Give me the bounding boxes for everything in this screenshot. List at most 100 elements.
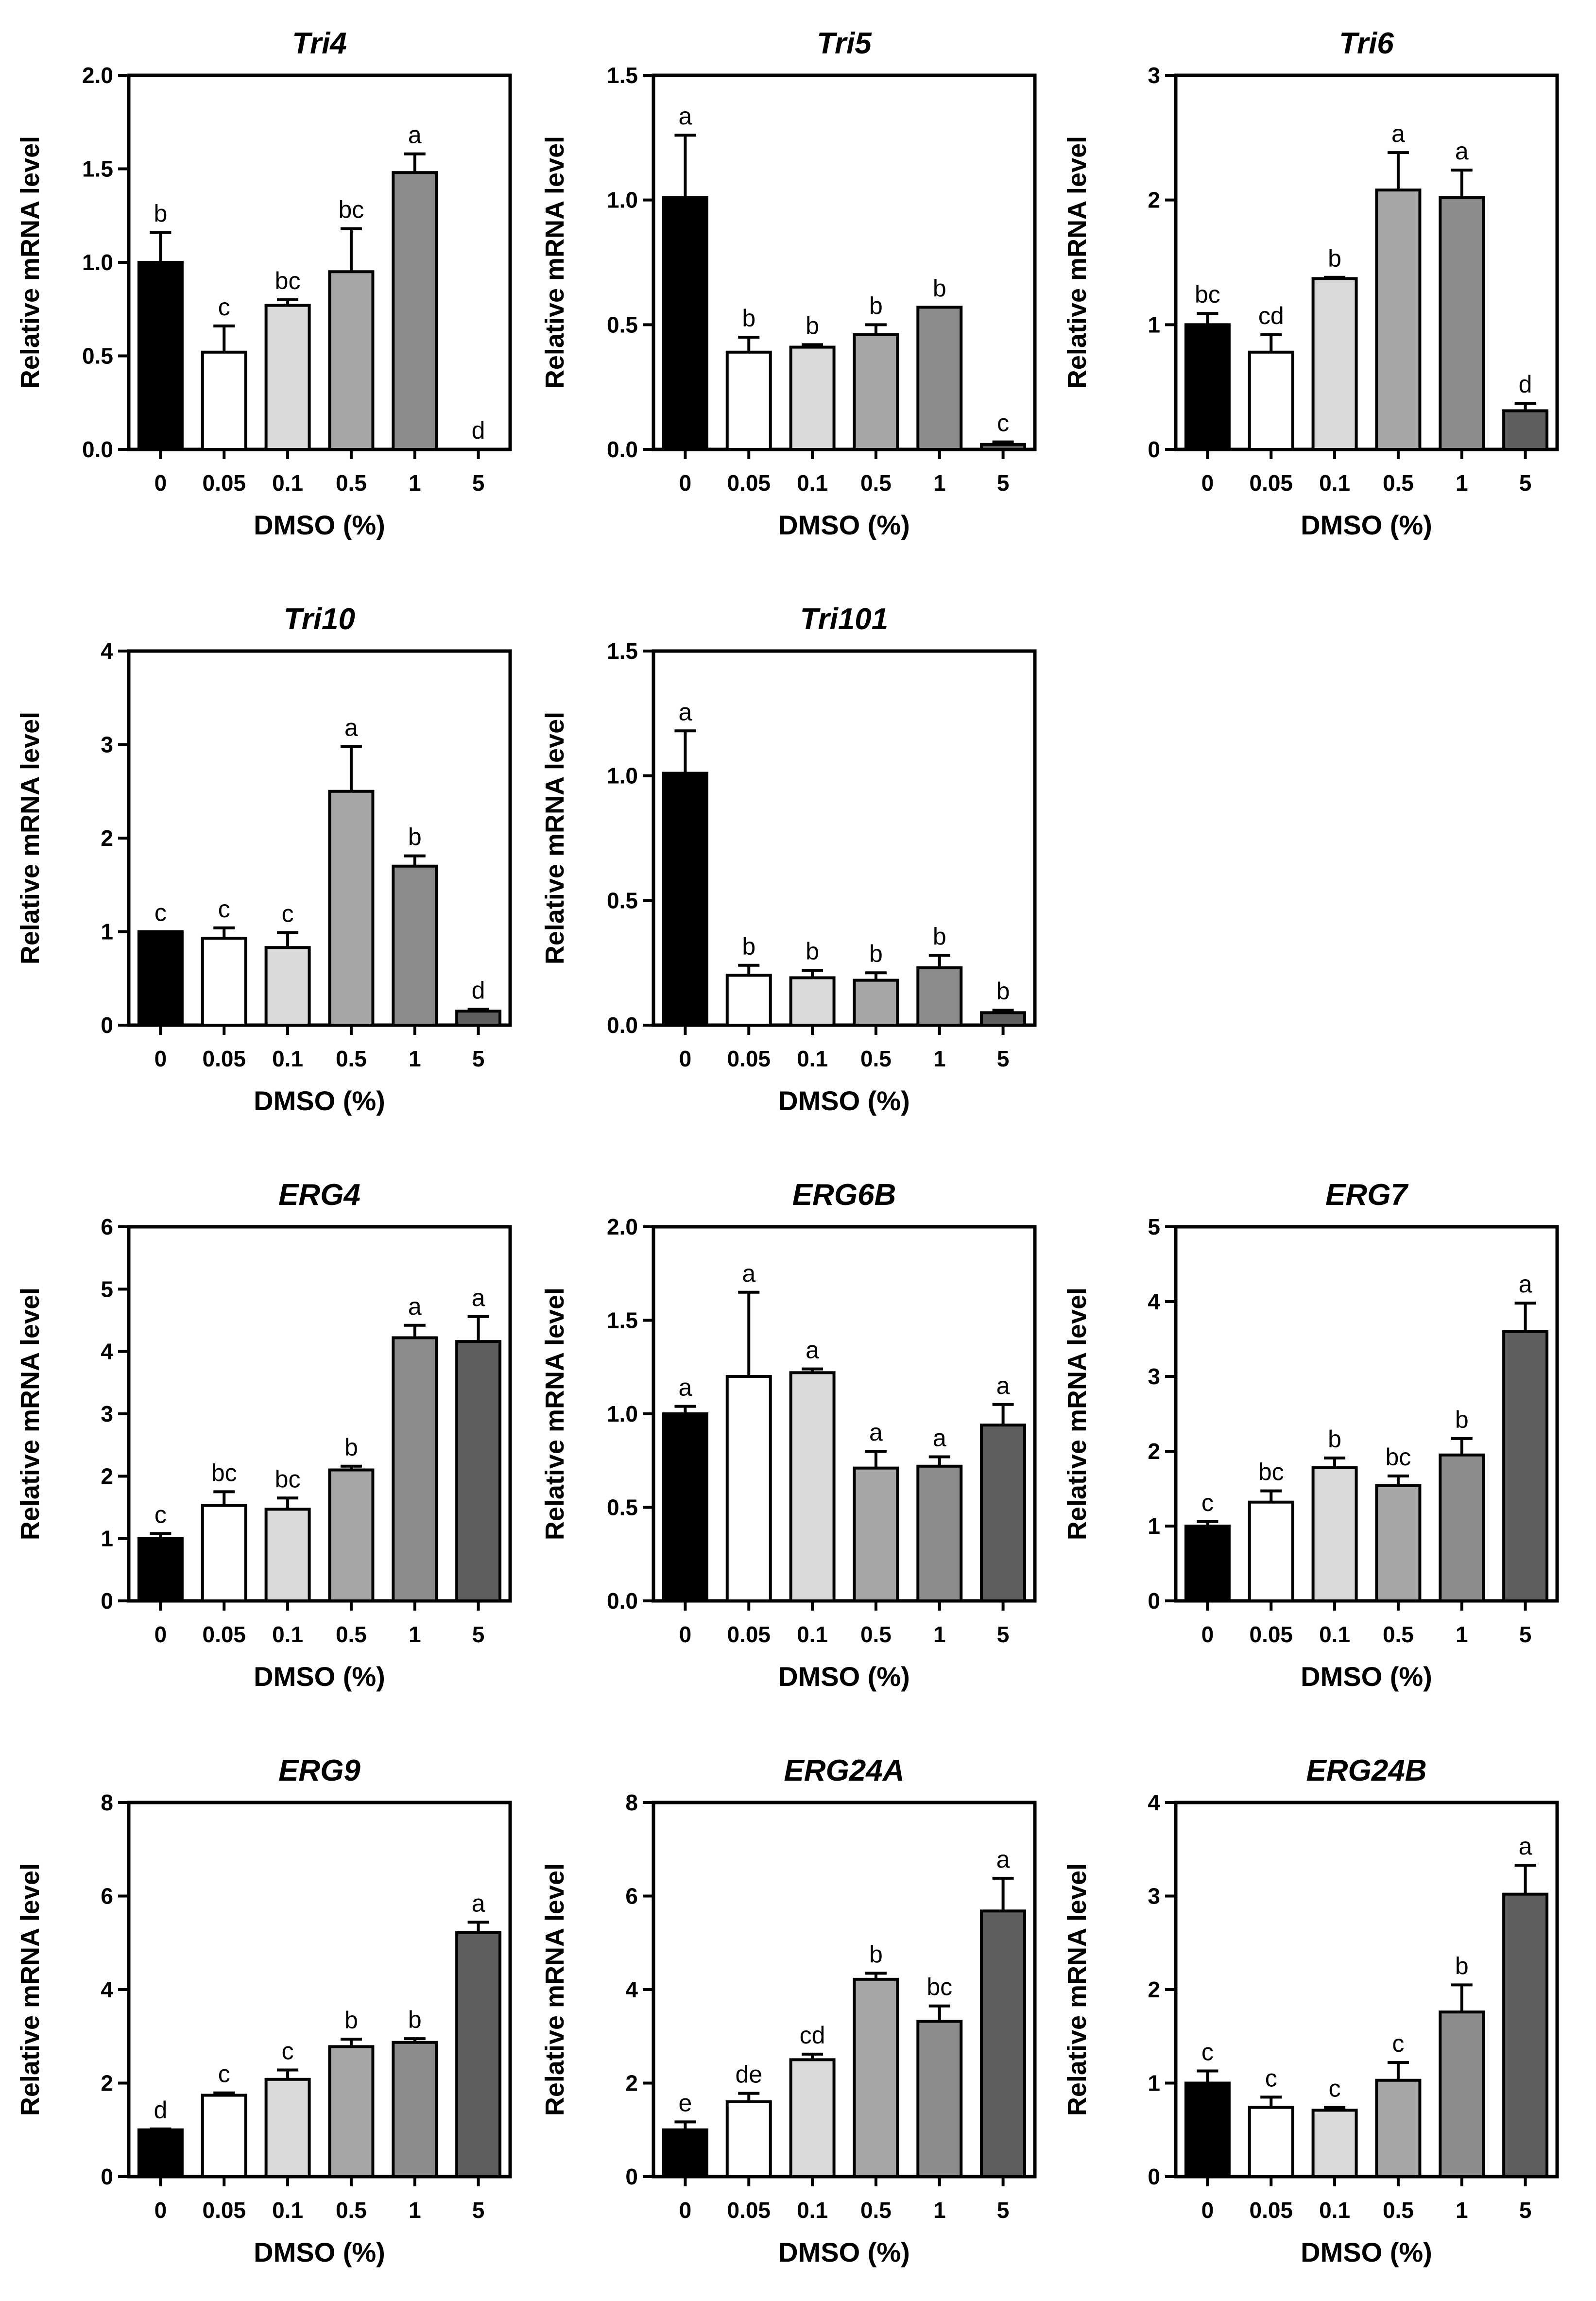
bar-0 [137, 2128, 184, 2178]
significance-letter: b [1455, 1952, 1469, 1979]
y-tick-label: 6 [101, 1884, 113, 1909]
x-tick-label: 0.1 [797, 470, 828, 496]
significance-letter: b [806, 938, 819, 965]
y-tick-label: 1.5 [607, 63, 638, 88]
y-tick-label: 6 [101, 1214, 113, 1239]
bar-0.5 [328, 270, 375, 451]
y-tick-label: 4 [1148, 1289, 1160, 1314]
x-tick-label: 0.5 [1383, 470, 1414, 496]
y-tick-label: 0 [101, 1588, 113, 1614]
y-tick-label: 5 [101, 1276, 113, 1302]
x-tick-label: 0.1 [1319, 2198, 1350, 2223]
x-tick-label: 1 [933, 1046, 946, 1071]
x-tick-label: 0 [154, 2198, 167, 2223]
significance-letter: a [679, 698, 692, 725]
significance-letter: c [282, 900, 294, 927]
bar-0.5 [328, 2045, 375, 2178]
y-tick-label: 5 [1148, 1214, 1160, 1239]
y-axis-label: Relative mRNA level [16, 712, 45, 964]
significance-letter: d [154, 2096, 168, 2124]
bar-1 [392, 2041, 438, 2179]
bar-1 [916, 1464, 963, 1603]
significance-letter: a [996, 1372, 1010, 1399]
x-axis-label: DMSO (%) [1301, 510, 1432, 540]
y-tick-label: 1.5 [607, 638, 638, 664]
significance-letter: c [1392, 2030, 1404, 2057]
y-axis-label: Relative mRNA level [1063, 1288, 1092, 1540]
bar-0 [662, 196, 708, 451]
significance-letter: b [1328, 245, 1341, 272]
panel-title: ERG24B [1306, 1754, 1426, 1787]
x-axis-label: DMSO (%) [254, 510, 385, 540]
x-tick-label: 0.1 [272, 2198, 303, 2223]
chart-panel-erg7: ERG7 0 1 2 3 4 5 Relative mRNA level c 0 bc 0.05 b 0.… [1063, 1178, 1559, 1692]
x-tick-label: 0.05 [202, 1622, 246, 1647]
bar-0 [662, 1412, 708, 1602]
significance-letter: c [282, 2038, 294, 2065]
panel-title: ERG6B [792, 1178, 896, 1212]
significance-letter: d [1519, 371, 1532, 398]
significance-letter: bc [1195, 281, 1220, 308]
y-axis-label: Relative mRNA level [540, 136, 569, 389]
bar-0 [1184, 323, 1231, 451]
plot-frame [127, 1225, 512, 1603]
bar-0.5 [1375, 189, 1422, 451]
x-tick-label: 5 [1519, 470, 1532, 496]
bar-1 [1439, 1453, 1485, 1602]
x-tick-label: 0.1 [797, 1622, 828, 1647]
x-axis-label: DMSO (%) [254, 1085, 385, 1116]
significance-letter: c [1329, 2075, 1341, 2102]
x-tick-label: 0.05 [727, 2198, 771, 2223]
y-tick-label: 8 [101, 1790, 113, 1815]
significance-letter: a [933, 1425, 946, 1452]
x-tick-label: 5 [1519, 2198, 1532, 2223]
x-tick-label: 5 [472, 1046, 485, 1071]
significance-letter: c [218, 2061, 230, 2088]
x-tick-label: 1 [409, 470, 421, 496]
x-tick-label: 0 [679, 1046, 692, 1071]
x-tick-label: 0.1 [272, 1046, 303, 1071]
significance-letter: b [869, 940, 883, 967]
x-tick-label: 1 [1456, 470, 1468, 496]
plot-frame [652, 1801, 1037, 2179]
significance-letter: de [735, 2061, 762, 2088]
y-tick-label: 2.0 [607, 1214, 638, 1239]
y-tick-label: 0.0 [82, 437, 113, 462]
bar-0.1 [789, 1371, 836, 1603]
chart-panel-erg24b: ERG24B 0 1 2 3 4 Relative mRNA level c 0 c 0.05 c 0.… [1063, 1754, 1559, 2267]
bar-1 [916, 2020, 963, 2179]
bar-0.1 [264, 1508, 311, 1603]
significance-letter: c [997, 410, 1009, 437]
x-tick-label: 0.5 [336, 1622, 367, 1647]
y-tick-label: 1 [1148, 1513, 1160, 1539]
x-tick-label: 1 [409, 2198, 421, 2223]
x-tick-label: 1 [1456, 2198, 1468, 2223]
y-tick-label: 0.5 [607, 312, 638, 337]
significance-letter: bc [927, 1974, 952, 2001]
plot-frame [652, 73, 1037, 451]
y-tick-label: 4 [101, 1339, 113, 1364]
y-tick-label: 3 [101, 1401, 113, 1426]
plot-frame [1174, 1225, 1559, 1603]
x-tick-label: 1 [409, 1622, 421, 1647]
y-tick-label: 0.5 [607, 1495, 638, 1520]
bar-1 [392, 171, 438, 451]
y-tick-label: 4 [101, 1977, 113, 2002]
x-tick-label: 0 [1201, 1622, 1214, 1647]
bar-1 [1439, 196, 1485, 451]
y-tick-label: 0 [1148, 1588, 1160, 1614]
y-tick-label: 1.0 [607, 763, 638, 789]
y-tick-label: 1.0 [82, 250, 113, 275]
chart-panel-erg6b: ERG6B 0.0 0.5 1.0 1.5 2.0 Relative mRNA level a… [540, 1178, 1037, 1692]
bar-1 [392, 864, 438, 1027]
x-tick-label: 5 [997, 1046, 1010, 1071]
significance-letter: a [408, 1293, 422, 1320]
significance-letter: a [1519, 1271, 1532, 1298]
x-axis-label: DMSO (%) [778, 510, 910, 540]
significance-letter: a [1455, 137, 1469, 165]
bar-0.05 [201, 936, 247, 1027]
panel-title: Tri4 [292, 27, 347, 60]
x-tick-label: 0.05 [1249, 1622, 1293, 1647]
bar-0.05 [725, 974, 772, 1027]
x-tick-label: 0.05 [202, 1046, 246, 1071]
